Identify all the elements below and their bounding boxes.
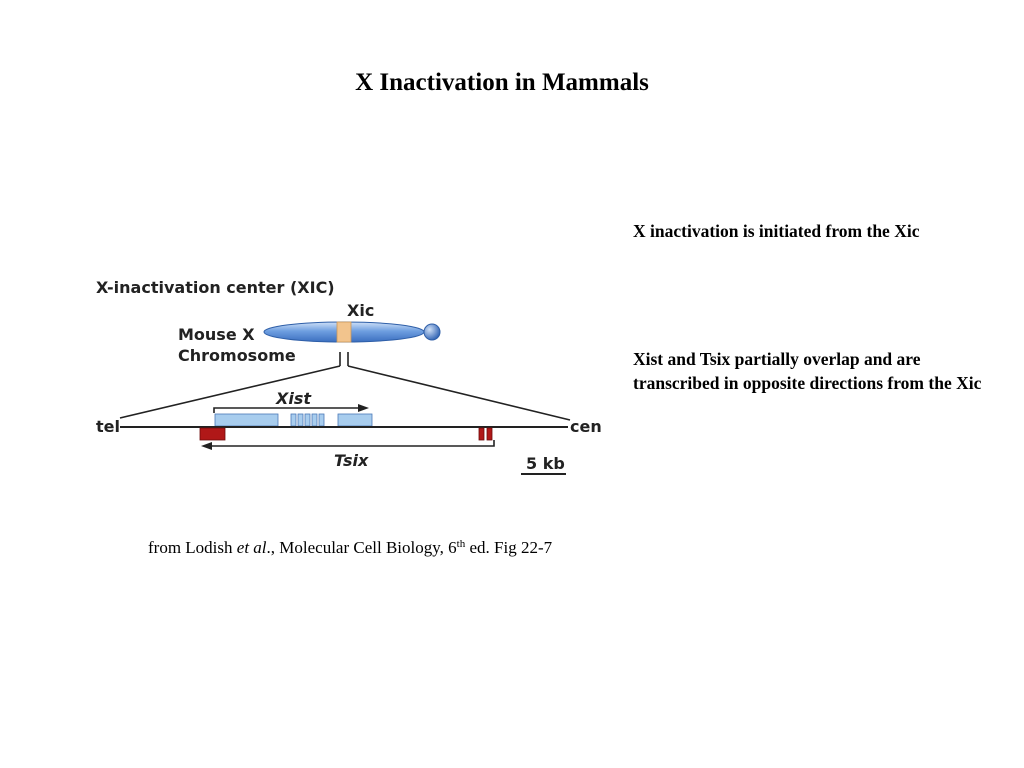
xic-diagram-svg: X-inactivation center (XIC) Mouse X Chro… [96, 278, 602, 475]
caption-middle: ., Molecular Cell Biology, 6 [266, 538, 457, 557]
tsix-label: Tsix [334, 451, 369, 470]
xic-label: Xic [347, 301, 374, 320]
xist-exon-2 [290, 413, 297, 427]
figure-caption: from Lodish et al., Molecular Cell Biolo… [148, 536, 552, 560]
tsix-exon-2 [478, 427, 485, 441]
caption-prefix: from Lodish [148, 538, 237, 557]
xist-exon-5 [311, 413, 318, 427]
scale-label: 5 kb [526, 454, 565, 473]
chromosome-label-line2: Chromosome [178, 346, 296, 365]
tel-label: tel [96, 417, 120, 436]
zoom-line-right [347, 365, 571, 421]
slide-title: X Inactivation in Mammals [355, 69, 649, 96]
tsix-arrow-line [210, 440, 495, 447]
centromere-knob [423, 323, 441, 341]
caption-suffix: ed. Fig 22-7 [465, 538, 553, 557]
xist-exon-3 [297, 413, 304, 427]
caption-superscript: th [456, 538, 466, 550]
xist-exon-7 [337, 413, 373, 427]
xic-diagram: X-inactivation center (XIC) Mouse X Chro… [90, 268, 620, 480]
caption-italic: et al [236, 538, 267, 557]
xist-arrow-line [213, 407, 361, 413]
chromosome-label-line1: Mouse X [178, 325, 255, 344]
note-xic-initiation: X inactivation is initiated from the Xic [633, 221, 920, 241]
xist-arrow-head [358, 404, 369, 412]
xist-exon-1 [214, 413, 279, 427]
tsix-arrow-head [201, 442, 212, 450]
cen-label: cen [570, 417, 602, 436]
note-xist-tsix-overlap: Xist and Tsix partially overlap and are … [633, 349, 982, 393]
xist-label: Xist [275, 389, 312, 408]
zoom-line-left [119, 365, 341, 419]
tsix-exon-1 [199, 427, 226, 441]
tsix-exon-3 [486, 427, 493, 441]
xist-exon-6 [318, 413, 325, 427]
xist-exon-4 [304, 413, 311, 427]
xic-heading: X-inactivation center (XIC) [96, 278, 335, 297]
xic-band [336, 321, 352, 343]
